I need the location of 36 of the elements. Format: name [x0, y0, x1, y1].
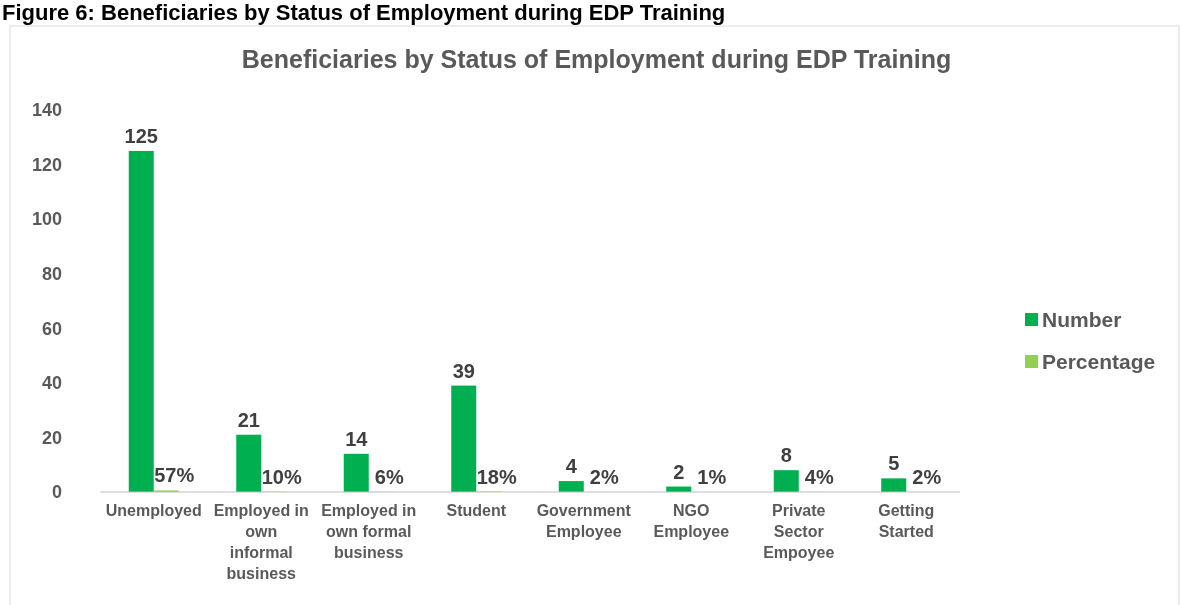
y-tick-label: 140: [31, 100, 62, 121]
y-tick-label: 0: [51, 482, 62, 503]
y-tick-label: 20: [41, 427, 62, 448]
x-tick-label: Getting Started: [878, 502, 935, 540]
y-tick-label: 100: [31, 209, 62, 230]
data-label: 21: [237, 408, 260, 431]
data-label: 1%: [697, 465, 727, 488]
y-tick-label: 80: [41, 264, 62, 285]
x-tick-label: Private Sector Empoyee: [763, 502, 835, 561]
data-label: 14: [345, 427, 369, 450]
data-label: 4: [565, 455, 578, 478]
data-label: 39: [452, 359, 475, 382]
x-tick-label: NGO Employee: [653, 502, 730, 540]
y-tick-label: 120: [31, 154, 62, 175]
x-tick-label: Unemployed: [105, 502, 202, 519]
data-label: 125: [124, 124, 158, 147]
data-label: 2: [673, 460, 685, 483]
x-tick-label: Government Employee: [536, 502, 632, 540]
data-label: 5: [888, 452, 900, 475]
x-tick-label: Employed in own formal business: [321, 502, 417, 561]
data-label: 18%: [476, 465, 517, 488]
data-label: 10%: [261, 465, 302, 488]
data-label: 4%: [804, 465, 834, 488]
data-label: 57%: [154, 464, 195, 487]
x-tick-label: Employed in own informal business: [213, 502, 309, 582]
y-tick-label: 40: [41, 373, 62, 394]
x-tick-label: Student: [446, 502, 507, 519]
data-label: 2%: [589, 465, 619, 488]
data-label: 8: [780, 444, 792, 467]
data-label: 6%: [374, 465, 404, 488]
legend-label: Number: [1042, 308, 1122, 332]
chart-title: Beneficiaries by Status of Employment during EDP Training: [241, 45, 952, 73]
legend-label: Percentage: [1042, 350, 1156, 374]
data-label: 2%: [912, 465, 942, 488]
y-tick-label: 60: [41, 318, 62, 339]
caption: Figure 6: Beneficiaries by Status of Employment during EDP Training: [2, 0, 726, 25]
